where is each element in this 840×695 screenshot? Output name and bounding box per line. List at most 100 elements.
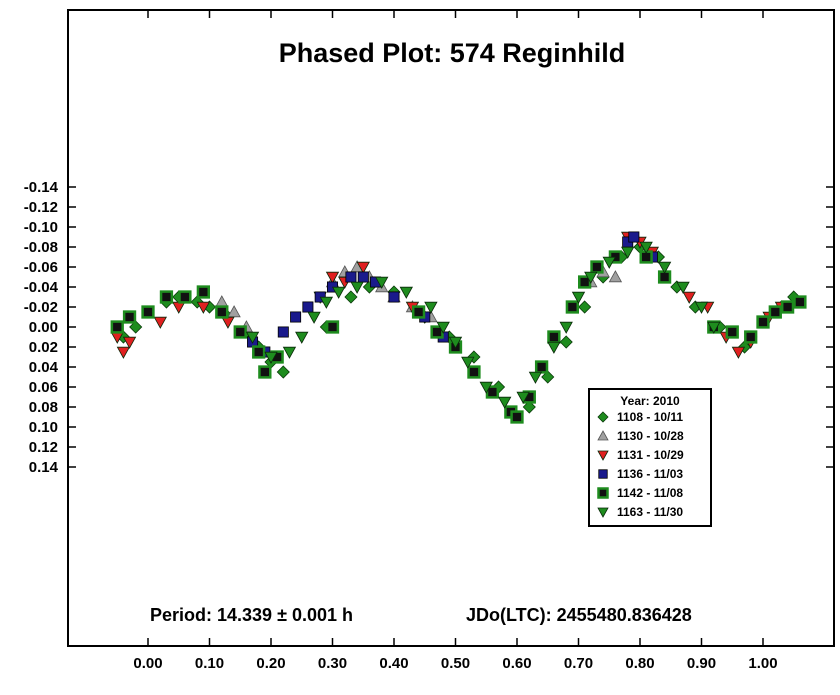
y-tick-label: 0.02 (29, 339, 58, 356)
plot-frame (67, 9, 835, 647)
data-point-series-4 (756, 315, 770, 329)
data-point-series-0 (129, 320, 143, 334)
data-point-series-3 (345, 271, 357, 283)
data-point-series-3 (628, 231, 640, 243)
chart-title: Phased Plot: 574 Reginhild (279, 38, 626, 68)
data-point-series-5 (264, 351, 278, 364)
y-tick-label: -0.06 (24, 259, 58, 276)
legend: Year: 2010 1108 - 10/11 1130 - 10/28 1131 … (588, 388, 712, 527)
data-point-series-4 (178, 290, 192, 304)
legend-marker-4 (597, 487, 609, 499)
data-point-series-5 (461, 356, 475, 369)
data-point-series-4 (768, 305, 782, 319)
y-tick-label: -0.02 (24, 299, 58, 316)
data-point-series-4 (252, 345, 266, 359)
y-tick-label: -0.08 (24, 239, 58, 256)
legend-marker-3 (598, 469, 608, 479)
y-tick-label: 0.08 (29, 399, 58, 416)
data-point-series-5 (331, 286, 346, 299)
data-point-series-4 (233, 325, 247, 339)
y-tick-label: 0.10 (29, 419, 58, 436)
data-point-series-4 (744, 330, 758, 344)
legend-entry-0: 1108 - 10/11 (617, 410, 683, 424)
y-tick-label: -0.04 (24, 279, 59, 296)
data-point-series-3 (357, 271, 369, 283)
y-tick-label: 0.06 (29, 379, 58, 396)
y-tick-label: -0.14 (24, 179, 59, 196)
data-point-series-5 (694, 301, 709, 314)
data-point-series-0 (559, 335, 573, 349)
x-tick-label: 0.90 (687, 655, 716, 672)
data-point-series-5 (375, 276, 389, 289)
data-point-series-4 (780, 300, 795, 314)
x-tick-label: 0.00 (133, 655, 162, 672)
data-point-series-5 (399, 286, 413, 299)
legend-marker-2 (597, 450, 609, 461)
data-point-series-4 (547, 330, 561, 344)
data-point-series-5 (602, 256, 616, 269)
data-point-series-0 (522, 400, 536, 414)
data-point-series-5 (547, 341, 561, 354)
data-point-series-4 (411, 305, 426, 319)
x-tick-label: 0.50 (441, 655, 470, 672)
period-annotation: Period: 14.339 ± 0.001 h (150, 605, 353, 625)
data-point-series-5 (245, 331, 260, 344)
x-axis: 0.00 0.10 0.20 0.30 0.40 0.50 0.60 0.70 0.80 0.90… (133, 10, 778, 672)
data-point-series-5 (424, 301, 438, 314)
data-point-series-2 (153, 316, 167, 329)
data-point-series-4 (141, 305, 155, 319)
x-tick-label: 0.70 (564, 655, 593, 672)
data-point-series-5 (436, 321, 450, 334)
x-tick-label: 0.60 (502, 655, 531, 672)
x-tick-label: 0.30 (318, 655, 347, 672)
data-point-series-5 (707, 321, 721, 334)
y-tick-label: -0.10 (24, 219, 58, 236)
data-point-series-2 (731, 346, 746, 359)
x-tick-label: 0.80 (625, 655, 654, 672)
data-point-series-4 (793, 295, 807, 309)
data-point-series-2 (356, 261, 370, 274)
data-point-series-3 (277, 326, 289, 338)
data-point-series-5 (528, 371, 543, 384)
data-point-series-4 (565, 300, 580, 314)
data-point-series-0 (344, 290, 358, 304)
data-point-series-5 (479, 381, 493, 394)
data-point-series-1 (608, 270, 623, 283)
data-point-series-3 (302, 301, 314, 313)
data-point-series-3 (290, 311, 302, 323)
y-tick-label: 0.04 (29, 359, 59, 376)
data-point-series-2 (325, 271, 340, 284)
y-axis: -0.14 -0.12 -0.10 -0.08 -0.06 -0.04 -0.02 0.00 0… (24, 179, 834, 476)
data-point-series-2 (196, 301, 211, 314)
legend-entry-3: 1136 - 11/03 (617, 467, 683, 481)
data-point-series-5 (676, 281, 690, 294)
data-point-series-5 (621, 246, 635, 259)
data-point-series-1 (227, 305, 241, 318)
data-point-series-2 (122, 336, 137, 349)
y-tick-label: 0.00 (29, 319, 58, 336)
data-point-series-0 (541, 370, 555, 384)
data-point-series-4 (122, 310, 137, 324)
y-tick-label: -0.12 (24, 199, 58, 216)
data-point-series-5 (498, 396, 512, 409)
data-point-series-2 (682, 291, 696, 304)
x-tick-label: 0.20 (256, 655, 285, 672)
data-point-series-5 (350, 281, 364, 294)
legend-entry-2: 1131 - 10/29 (617, 448, 684, 462)
data-point-series-4 (325, 320, 340, 334)
legend-entry-1: 1130 - 10/28 (617, 429, 684, 443)
data-point-series-4 (725, 325, 739, 339)
data-point-series-3 (388, 291, 400, 303)
legend-marker-0 (597, 411, 609, 423)
legend-entry-4: 1142 - 11/08 (617, 486, 683, 500)
data-point-series-4 (159, 290, 174, 304)
data-point-series-5 (639, 241, 653, 254)
data-point-series-5 (282, 346, 297, 359)
epoch-annotation: JDo(LTC): 2455480.836428 (466, 605, 692, 625)
legend-title: Year: 2010 (620, 394, 680, 408)
x-tick-label: 0.10 (195, 655, 224, 672)
legend-marker-5 (597, 507, 609, 518)
data-point-series-5 (307, 311, 321, 324)
data-point-series-4 (196, 285, 210, 299)
